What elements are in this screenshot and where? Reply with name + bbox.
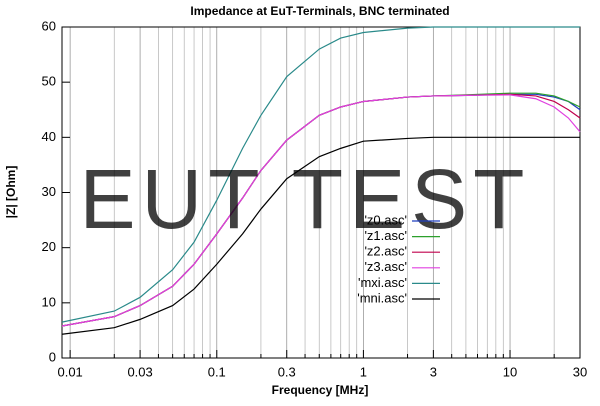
- plot-frame: [61, 26, 581, 359]
- y-axis-label: |Z| [Ohm]: [4, 166, 18, 219]
- x-tick-label: 10: [503, 364, 517, 379]
- x-tick-label: 1: [360, 364, 367, 379]
- x-tick-label: 30: [573, 364, 587, 379]
- x-tick-label: 0.01: [57, 364, 82, 379]
- legend-label: 'z0.asc': [364, 212, 407, 227]
- watermark: EUT TEST: [80, 152, 531, 246]
- y-tick-label: 50: [42, 74, 56, 89]
- legend-label: 'z2.asc': [364, 244, 407, 259]
- x-tick-label: 0.03: [127, 364, 152, 379]
- y-tick-label: 20: [42, 239, 56, 254]
- series-line: [61, 26, 580, 323]
- series-line: [61, 136, 580, 335]
- y-tick-label: 60: [42, 18, 56, 33]
- legend-label: 'z1.asc': [364, 228, 407, 243]
- legend-label: 'mxi.asc': [358, 275, 407, 290]
- y-tick-label: 0: [49, 349, 56, 364]
- y-tick-label: 40: [42, 129, 56, 144]
- x-tick-label: 0.3: [278, 364, 296, 379]
- legend-label: 'z3.asc': [364, 259, 407, 274]
- legend-label: 'mni.asc': [357, 290, 407, 305]
- chart-title: Impedance at EuT-Terminals, BNC terminat…: [190, 4, 449, 18]
- x-tick-label: 0.1: [208, 364, 226, 379]
- x-axis-label: Frequency [MHz]: [272, 383, 369, 397]
- series-line: [61, 94, 581, 327]
- x-tick-label: 3: [430, 364, 437, 379]
- y-tick-label: 30: [42, 184, 56, 199]
- y-tick-label: 10: [42, 294, 56, 309]
